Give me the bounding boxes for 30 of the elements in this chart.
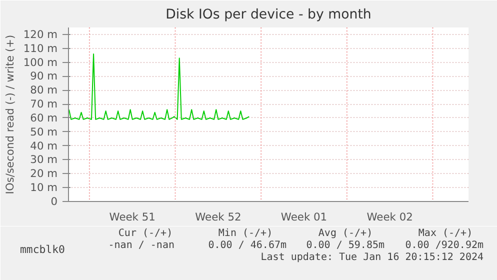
text: 0.00 / 46.67m	[208, 240, 287, 251]
text: Last update: Tue Jan 16 20:15:12 2024	[260, 252, 484, 263]
y-tick-label: 0	[50, 195, 58, 208]
y-tick-label: 110 m	[23, 42, 58, 55]
y-tick-label: 90 m	[30, 70, 58, 83]
y-tick-label: 120 m	[23, 28, 58, 41]
x-tick-label: Week 02	[366, 210, 413, 224]
text: mmcblk0	[20, 243, 65, 256]
text: Max (-/+)	[418, 228, 473, 239]
y-tick-label: 10 m	[30, 181, 58, 194]
text: -nan / -nan	[108, 240, 174, 251]
x-tick-label: Week 01	[280, 210, 328, 224]
x-tick-label: Week 52	[195, 210, 242, 224]
y-tick-label: 30 m	[30, 153, 58, 166]
text: Cur (-/+)	[118, 228, 173, 239]
text: Avg (-/+)	[318, 228, 373, 239]
y-tick-label: 70 m	[30, 98, 58, 111]
y-tick-label: 20 m	[30, 167, 58, 180]
text: Min (-/+)	[218, 228, 273, 239]
y-tick-label: 80 m	[30, 84, 58, 97]
text: 0.00 /920.92m	[405, 240, 484, 251]
y-axis-title: IOs/second read (-) / write (+)	[3, 34, 16, 194]
chart-title: Disk IOs per device - by month	[166, 8, 372, 22]
y-tick-label: 100 m	[23, 56, 58, 69]
x-tick-label: Week 51	[109, 210, 156, 224]
y-tick-label: 60 m	[30, 111, 58, 124]
y-tick-label: 50 m	[30, 125, 58, 138]
y-tick-label: 40 m	[30, 139, 58, 152]
text: 0.00 / 59.85m	[306, 240, 385, 251]
line-series	[68, 53, 250, 120]
